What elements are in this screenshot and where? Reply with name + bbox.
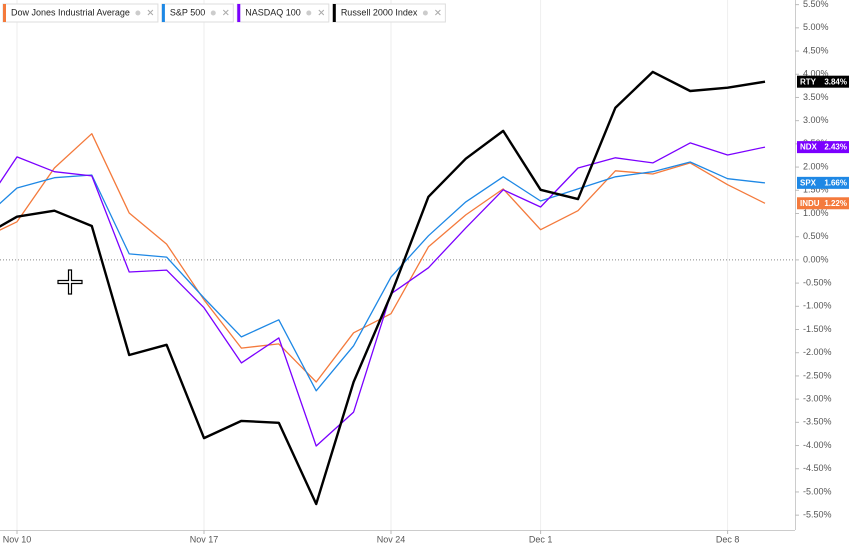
end-badge-value: 2.43%: [824, 143, 847, 152]
y-tick-label: -4.50%: [803, 463, 832, 473]
x-tick-label: Dec 8: [716, 534, 740, 544]
legend-close: [222, 9, 229, 16]
y-tick-label: 2.00%: [803, 161, 829, 171]
end-badge-bg: [797, 141, 849, 154]
legend-swatch: [3, 4, 6, 22]
x-tick-label: Dec 1: [529, 534, 553, 544]
end-badge: RTY 3.84%: [797, 75, 849, 88]
legend-item: Russell 2000 Index: [332, 3, 446, 23]
y-tick-label: 5.50%: [803, 0, 829, 9]
end-badge-ticker: SPX: [800, 178, 817, 187]
y-tick-label: 1.50%: [803, 185, 829, 195]
legend-item: S&P 500: [161, 3, 234, 23]
y-tick-label: -3.50%: [803, 417, 832, 427]
end-badge-ticker: NDX: [800, 143, 818, 152]
y-tick-label: -5.50%: [803, 510, 832, 520]
y-tick-label: 4.00%: [803, 69, 829, 79]
legend-icon: [135, 10, 141, 16]
legend-icon: [306, 10, 312, 16]
y-tick-label: -1.00%: [803, 301, 832, 311]
legend-label: S&P 500: [170, 7, 205, 17]
end-badge-value: 1.66%: [824, 178, 847, 187]
legend-close: [318, 9, 325, 16]
y-tick-label: 1.00%: [803, 208, 829, 218]
legend-label: Dow Jones Industrial Average: [11, 7, 130, 17]
series-line: [0, 161, 766, 392]
y-tick-label: -0.50%: [803, 277, 832, 287]
series-line: [0, 70, 766, 506]
y-tick-label: 3.50%: [803, 92, 829, 102]
x-tick-label: Nov 24: [377, 534, 406, 544]
end-badge: INDU 1.22%: [797, 197, 849, 210]
y-tick-label: 0.00%: [803, 254, 829, 264]
grid: [0, 0, 795, 530]
y-tick-label: 5.00%: [803, 22, 829, 32]
end-badge-value: 1.22%: [824, 199, 847, 208]
y-tick-label: 3.00%: [803, 115, 829, 125]
series-line: [0, 142, 766, 447]
axes: 5.50%5.00%4.50%4.00%3.50%3.00%2.50%2.00%…: [3, 0, 849, 544]
legend-label: Russell 2000 Index: [341, 7, 418, 17]
y-tick-label: -4.00%: [803, 440, 832, 450]
y-tick-label: -2.00%: [803, 347, 832, 357]
x-tick-label: Nov 17: [190, 534, 219, 544]
legend-swatch: [237, 4, 241, 22]
legend-item: Dow Jones Industrial Average: [2, 3, 159, 23]
end-badge-ticker: INDU: [800, 199, 820, 208]
legend-swatch: [332, 4, 336, 22]
plot-area: [0, 70, 766, 506]
end-badge-bg: [797, 197, 849, 210]
y-tick-label: 0.50%: [803, 231, 829, 241]
end-badge-bg: [797, 176, 849, 189]
end-badge-bg: [797, 75, 849, 88]
y-tick-label: 4.50%: [803, 45, 829, 55]
y-tick-label: -5.00%: [803, 486, 832, 496]
y-tick-label: -3.00%: [803, 393, 832, 403]
y-tick-label: -1.50%: [803, 324, 832, 334]
series-line: [0, 133, 766, 383]
end-badge-ticker: RTY: [800, 77, 817, 86]
end-badge: SPX 1.66%: [797, 176, 849, 189]
y-tick-label: -2.50%: [803, 370, 832, 380]
end-badge-value: 3.84%: [824, 77, 847, 86]
legend-item: NASDAQ 100: [236, 3, 330, 23]
legend-close: [147, 9, 154, 16]
legend-close: [435, 9, 441, 16]
end-badge: NDX 2.43%: [797, 141, 849, 154]
crosshair-cursor: [57, 269, 83, 295]
legend-icon: [422, 10, 428, 16]
legend-swatch: [161, 4, 165, 22]
legend-label: NASDAQ 100: [245, 7, 301, 17]
x-tick-label: Nov 10: [3, 534, 32, 544]
legend-icon: [210, 10, 216, 16]
legend: Dow Jones Industrial Average S&P 500 NASDA…: [2, 3, 446, 23]
